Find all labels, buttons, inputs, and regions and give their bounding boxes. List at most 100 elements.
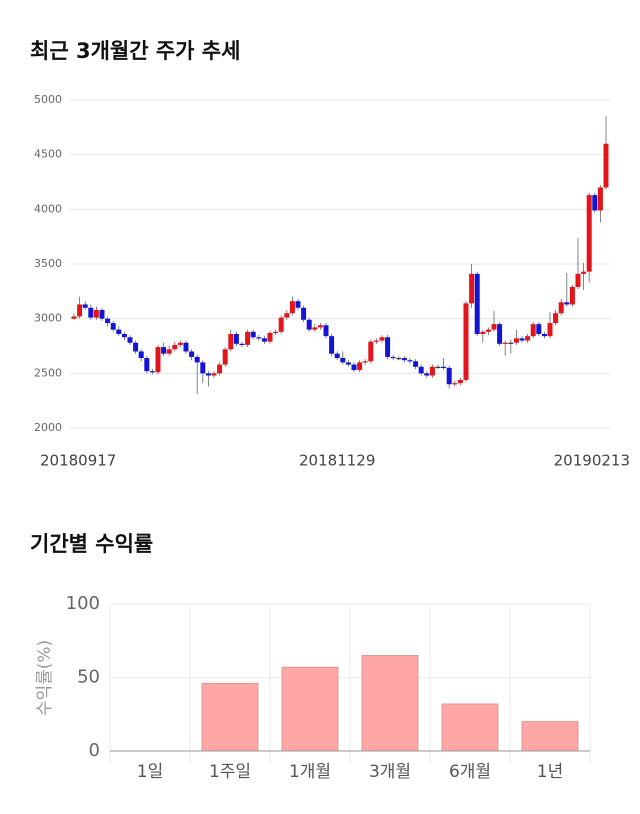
candle-body — [189, 351, 195, 357]
candle-body — [256, 337, 262, 339]
candle-body — [592, 195, 598, 211]
y-tick-label: 2000 — [34, 421, 62, 434]
candle-body — [497, 324, 503, 344]
candle-body — [205, 373, 211, 376]
bar — [521, 721, 579, 752]
candle-body — [435, 366, 441, 368]
y-tick-label: 4500 — [34, 148, 62, 161]
candle-body — [547, 323, 553, 337]
candle-body — [407, 360, 413, 362]
candle-body — [429, 366, 435, 376]
candle-body — [597, 187, 603, 211]
candle-body — [508, 342, 514, 344]
x-tick-label: 1개월 — [289, 762, 331, 782]
candle-body — [530, 324, 536, 337]
candle-body — [200, 362, 206, 374]
candle-body — [553, 313, 559, 324]
candle-body — [525, 336, 531, 341]
candle-body — [228, 333, 234, 350]
candle-body — [396, 358, 402, 360]
candle-body — [340, 358, 346, 363]
candle-body — [217, 364, 223, 374]
candle-body — [362, 361, 368, 363]
candle-body — [329, 336, 335, 354]
candle-body — [541, 333, 547, 337]
candle-body — [463, 303, 469, 380]
y-tick-label: 5000 — [34, 93, 62, 106]
candle-body — [345, 362, 351, 365]
candle-body — [446, 367, 452, 385]
candle-body — [323, 325, 329, 337]
candle-body — [357, 362, 363, 371]
candle-body — [172, 344, 178, 350]
candle-body — [161, 347, 167, 354]
candle-body — [474, 273, 480, 334]
candle-body — [149, 371, 155, 373]
x-tick-label: 20180917 — [40, 452, 116, 470]
candle-body — [245, 331, 251, 345]
candle-body — [99, 309, 105, 319]
candle-body — [233, 333, 239, 344]
candle-body — [138, 351, 144, 359]
candle-body — [519, 338, 525, 341]
candle-body — [502, 342, 508, 344]
candle-body — [581, 271, 587, 274]
bar — [361, 655, 419, 752]
candle-body — [368, 341, 374, 362]
candle-body — [166, 349, 172, 354]
candle-body — [250, 331, 256, 338]
candle-body — [441, 366, 447, 368]
candle-body — [424, 373, 430, 376]
candle-body — [536, 324, 542, 334]
candle-body — [116, 329, 122, 334]
candle-body — [301, 307, 307, 320]
candle-body — [491, 324, 497, 330]
x-tick-label: 20190213 — [554, 452, 630, 470]
candle-body — [211, 373, 217, 376]
candle-body — [379, 337, 385, 341]
candle-body — [452, 383, 458, 385]
chart-title: 최근 3개월간 주가 추세 — [30, 39, 240, 63]
x-tick-label: 1일 — [137, 762, 163, 782]
candle-body — [457, 379, 463, 384]
candle-body — [93, 309, 99, 318]
candle-body — [77, 304, 83, 317]
candle-body — [133, 342, 139, 352]
y-tick-label: 2500 — [34, 366, 62, 379]
candle-body — [267, 332, 273, 342]
candle-body — [110, 323, 116, 330]
candle-body — [183, 342, 189, 352]
candle-body — [222, 349, 228, 365]
candle-body — [278, 317, 284, 332]
candle-body — [284, 313, 290, 318]
candle-body — [418, 366, 424, 374]
candle-body — [127, 337, 133, 343]
bar — [441, 703, 499, 752]
y-tick-label: 4000 — [34, 202, 62, 215]
candle-body — [334, 353, 340, 359]
candle-body — [306, 319, 312, 330]
bar — [281, 666, 339, 752]
candle-body — [312, 327, 318, 330]
candle-body — [177, 342, 183, 345]
candle-body — [485, 329, 491, 332]
candle-body — [564, 302, 570, 305]
candle-body — [144, 358, 150, 372]
candle-body — [413, 361, 419, 367]
candle-body — [121, 333, 127, 338]
y-tick-label: 100 — [66, 593, 100, 614]
x-tick-label: 20181129 — [299, 452, 375, 470]
x-tick-label: 1주일 — [209, 762, 251, 782]
candle-body — [273, 331, 279, 333]
bar — [201, 682, 259, 752]
candle-body — [88, 307, 94, 318]
candle-body — [71, 316, 77, 319]
candle-body — [295, 301, 301, 308]
y-tick-label: 3500 — [34, 257, 62, 270]
candle-body — [385, 337, 391, 357]
candle-body — [351, 364, 357, 371]
candle-body — [194, 356, 200, 363]
candle-body — [317, 325, 323, 328]
candle-body — [513, 338, 519, 343]
